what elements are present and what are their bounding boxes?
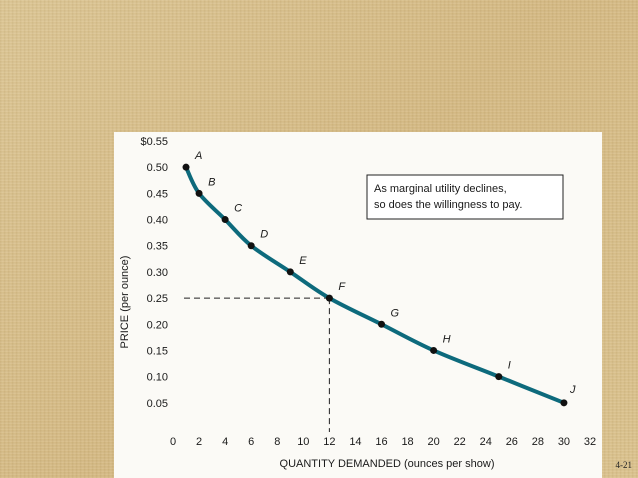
x-tick-label: 18	[401, 436, 413, 448]
point-label-e: E	[299, 255, 307, 267]
demand-curve-line	[184, 165, 566, 405]
y-tick-label: 0.35	[147, 241, 168, 253]
x-tick-label: 12	[323, 436, 335, 448]
x-tick-label: 10	[297, 436, 309, 448]
point-label-h: H	[443, 333, 451, 345]
chart-panel: PRICE (per ounce) QUANTITY DEMANDED (oun…	[114, 132, 602, 478]
data-point-e	[286, 268, 294, 276]
y-tick-label: 0.25	[147, 293, 168, 305]
point-label-j: J	[569, 384, 576, 396]
y-tick-label: $0.55	[140, 136, 168, 148]
annotation-line-1: As marginal utility declines,	[374, 183, 507, 195]
point-label-d: D	[260, 229, 268, 241]
x-tick-labels: 0 2 4 6 8 10 12 14 16 18 20 22 24 26 28 30 32	[170, 436, 596, 448]
y-tick-label: 0.10	[147, 372, 168, 384]
demand-curve	[184, 165, 566, 405]
point-label-a: A	[194, 150, 202, 162]
y-tick-labels: $0.55 0.50 0.45 0.40 0.35 0.30 0.25 0.20 0.15 0.1…	[140, 136, 168, 410]
annotation-border	[366, 174, 564, 220]
x-tick-label: 24	[480, 436, 492, 448]
y-tick-label: 0.30	[147, 267, 168, 279]
x-tick-label: 6	[248, 436, 254, 448]
x-tick-label: 8	[274, 436, 280, 448]
y-tick-label: 0.50	[147, 162, 168, 174]
data-point-i	[495, 373, 503, 381]
point-label-g: G	[391, 307, 400, 319]
x-tick-label: 0	[170, 436, 176, 448]
annotation-box: As marginal utility declines, so does th…	[366, 174, 564, 220]
point-label-i: I	[508, 360, 511, 372]
data-point-d	[247, 242, 255, 250]
x-tick-label: 14	[349, 436, 361, 448]
data-point-g	[378, 320, 385, 328]
x-tick-label: 32	[584, 436, 596, 448]
x-axis-title: QUANTITY DEMANDED (ounces per show)	[280, 458, 495, 470]
x-tick-label: 30	[558, 436, 570, 448]
data-point-c	[221, 216, 229, 224]
x-tick-label: 2	[196, 436, 202, 448]
reference-lines	[184, 297, 330, 432]
data-points: A B C D E F G H I J	[182, 150, 576, 407]
data-point-f	[325, 294, 333, 302]
x-tick-label: 4	[222, 436, 228, 448]
y-tick-label: 0.15	[147, 345, 168, 357]
point-label-f: F	[338, 281, 346, 293]
x-tick-label: 16	[375, 436, 387, 448]
data-point-j	[560, 399, 568, 407]
x-tick-label: 22	[454, 436, 466, 448]
slide-number: 4-21	[615, 460, 633, 470]
y-tick-label: 0.05	[147, 398, 168, 410]
y-tick-label: 0.20	[147, 319, 168, 331]
y-tick-label: 0.45	[147, 188, 168, 200]
data-point-h	[430, 346, 438, 354]
x-tick-label: 26	[506, 436, 518, 448]
data-point-b	[195, 189, 203, 197]
demand-chart: PRICE (per ounce) QUANTITY DEMANDED (oun…	[119, 136, 596, 470]
y-axis-title: PRICE (per ounce)	[119, 256, 131, 349]
point-label-c: C	[234, 203, 242, 215]
x-tick-label: 28	[532, 436, 544, 448]
y-tick-label: 0.40	[147, 215, 168, 227]
point-label-b: B	[208, 176, 215, 188]
annotation-line-2: so does the willingness to pay.	[374, 199, 522, 211]
data-point-a	[182, 163, 190, 171]
x-tick-label: 20	[428, 436, 440, 448]
